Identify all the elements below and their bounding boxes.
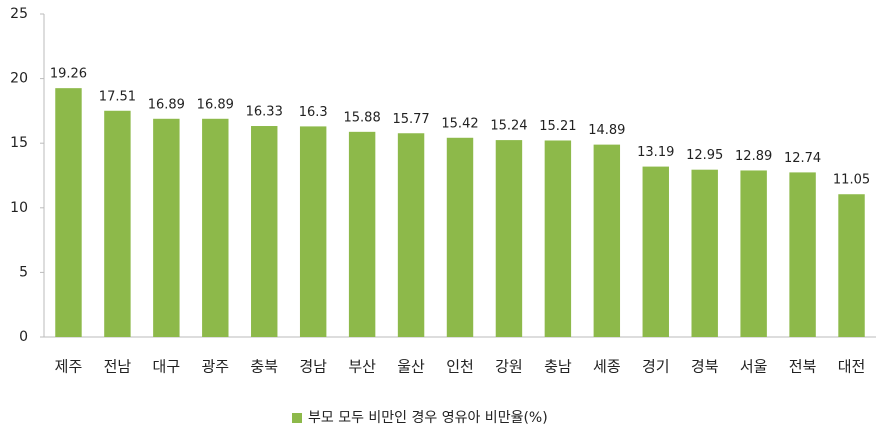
x-tick-label: 충북 xyxy=(250,358,278,376)
data-label: 12.74 xyxy=(784,151,821,166)
data-label: 15.77 xyxy=(392,112,429,127)
data-label: 16.3 xyxy=(299,105,328,120)
data-label: 15.88 xyxy=(344,110,381,125)
bar xyxy=(446,137,474,337)
x-tick-label: 경남 xyxy=(299,358,327,376)
bar xyxy=(642,166,669,337)
bar xyxy=(789,172,816,337)
data-label: 15.42 xyxy=(441,116,478,131)
x-tick-label: 충남 xyxy=(544,358,572,376)
bar xyxy=(55,88,82,337)
data-label: 14.89 xyxy=(588,123,625,138)
bar xyxy=(153,118,180,338)
bar xyxy=(251,126,278,337)
bar xyxy=(348,131,376,337)
data-label: 19.26 xyxy=(50,67,87,82)
data-label: 12.89 xyxy=(735,149,772,164)
y-tick-label: 25 xyxy=(10,6,28,22)
x-tick-label: 울산 xyxy=(397,358,425,376)
y-tick-label: 15 xyxy=(10,135,28,151)
data-label: 16.89 xyxy=(148,97,185,112)
data-label: 16.33 xyxy=(246,105,283,120)
x-tick-label: 인천 xyxy=(446,358,474,376)
data-label: 15.24 xyxy=(490,119,527,134)
x-tick-label: 경기 xyxy=(642,358,670,376)
x-tick-label: 경북 xyxy=(691,358,719,376)
x-tick-label: 전북 xyxy=(789,358,817,376)
bar xyxy=(740,170,767,337)
legend-label: 부모 모두 비만인 경우 영유아 비만율(%) xyxy=(308,410,548,426)
bar xyxy=(691,169,718,337)
bar xyxy=(838,194,865,337)
data-label: 11.05 xyxy=(833,173,870,188)
data-label: 12.95 xyxy=(686,148,723,163)
bar xyxy=(104,110,131,337)
x-tick-label: 부산 xyxy=(348,358,376,376)
data-label: 13.19 xyxy=(637,145,674,160)
legend-swatch xyxy=(292,413,302,423)
data-label: 15.21 xyxy=(539,119,576,134)
x-tick-label: 세종 xyxy=(593,358,621,376)
y-tick-label: 5 xyxy=(19,264,28,280)
y-tick-label: 10 xyxy=(10,200,28,216)
x-tick-label: 대전 xyxy=(838,358,866,376)
x-tick-label: 서울 xyxy=(740,358,768,376)
x-tick-label: 대구 xyxy=(153,358,181,376)
bar xyxy=(397,133,425,337)
x-tick-label: 제주 xyxy=(55,358,83,376)
y-tick-label: 20 xyxy=(10,71,28,87)
bar xyxy=(299,126,327,338)
data-label: 17.51 xyxy=(99,89,136,104)
x-tick-label: 광주 xyxy=(201,358,229,376)
data-label: 16.89 xyxy=(197,97,234,112)
bar xyxy=(202,118,229,338)
y-tick-label: 0 xyxy=(19,329,28,345)
bar xyxy=(544,140,572,337)
bar xyxy=(495,140,523,337)
bar xyxy=(593,144,621,337)
x-tick-label: 강원 xyxy=(495,358,523,376)
x-tick-label: 전남 xyxy=(104,358,132,376)
